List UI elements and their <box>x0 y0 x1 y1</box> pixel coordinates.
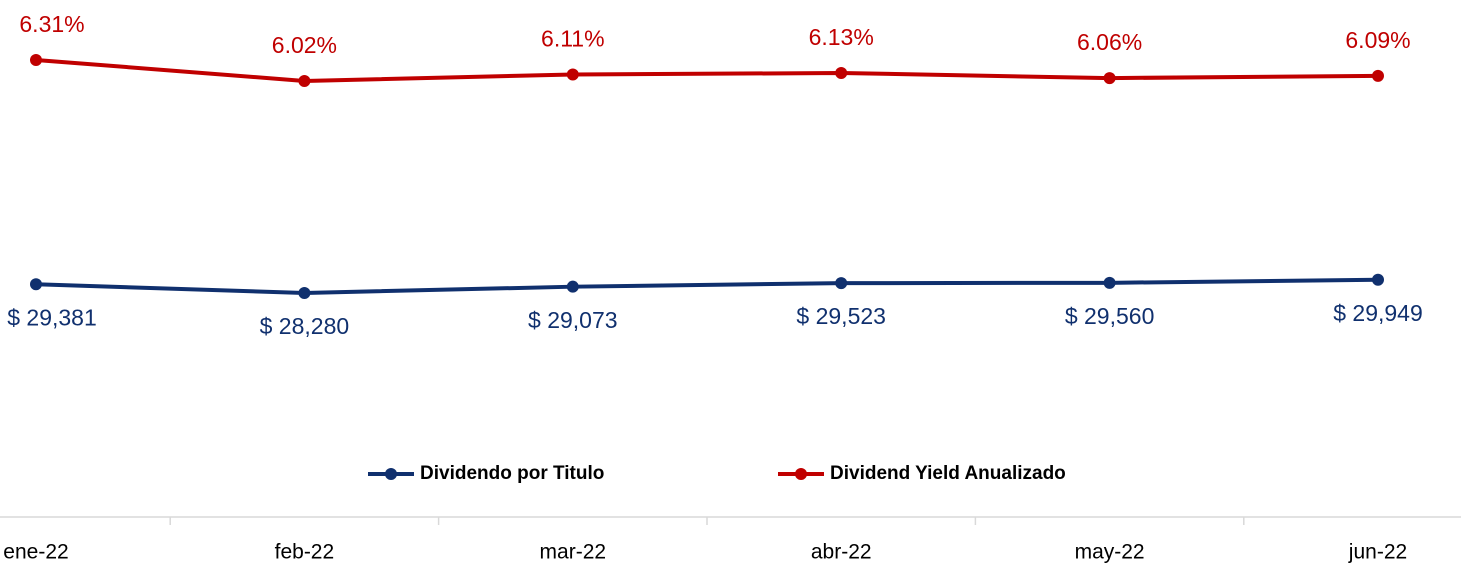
data-point <box>566 68 579 81</box>
data-point <box>1103 72 1116 85</box>
legend-marker <box>795 468 807 480</box>
x-tick-label: jun-22 <box>1348 541 1407 564</box>
series-line <box>35 57 1379 83</box>
legend-label: Dividendo por Titulo <box>420 463 604 484</box>
data-label: 6.09% <box>1345 27 1410 53</box>
data-point <box>30 278 42 291</box>
data-label: 6.02% <box>272 32 337 58</box>
data-label: 6.06% <box>1077 29 1142 55</box>
data-point <box>298 286 311 299</box>
data-point <box>1103 276 1116 289</box>
data-point <box>1372 273 1384 286</box>
data-label: $ 29,560 <box>1065 303 1155 329</box>
data-point <box>30 53 42 66</box>
x-tick-label: mar-22 <box>540 541 607 564</box>
data-label: $ 29,381 <box>7 304 97 330</box>
data-point <box>835 277 848 290</box>
legend-label: Dividend Yield Anualizado <box>830 463 1066 484</box>
x-tick-label: abr-22 <box>811 541 872 564</box>
data-label: $ 28,280 <box>260 313 350 339</box>
legend-marker <box>385 468 397 480</box>
data-point <box>835 67 848 80</box>
data-label: 6.11% <box>541 26 605 52</box>
data-point <box>1372 69 1384 82</box>
data-label: 6.31% <box>19 11 84 37</box>
series-line <box>35 277 1379 295</box>
data-label: 6.13% <box>809 24 874 50</box>
data-point <box>298 74 311 87</box>
x-tick-label: feb-22 <box>275 541 335 564</box>
data-point <box>566 280 579 293</box>
data-label: $ 29,073 <box>528 307 618 333</box>
data-label: $ 29,523 <box>796 303 886 329</box>
x-tick-label: ene-22 <box>3 541 68 564</box>
x-tick-label: may-22 <box>1075 541 1145 564</box>
data-label: $ 29,949 <box>1333 300 1423 326</box>
